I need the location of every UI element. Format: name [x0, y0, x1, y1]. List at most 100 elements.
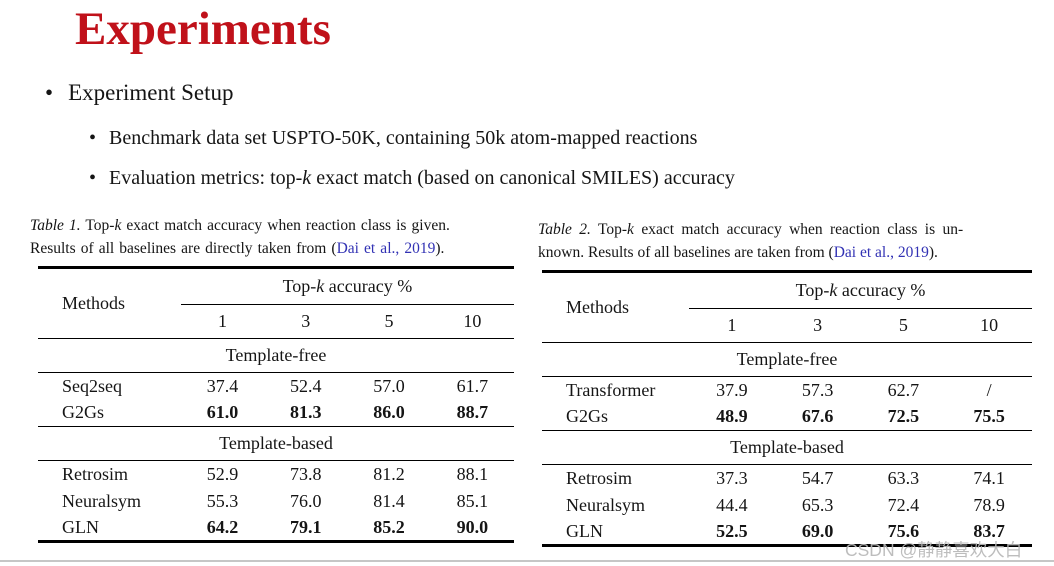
- value-cell: 61.0: [206, 402, 239, 423]
- value-cell: 72.4: [887, 494, 920, 515]
- value-cell: 64.2: [206, 516, 239, 537]
- value-cell: 83.7: [973, 520, 1005, 541]
- table-row: Seq2seq 37.4 52.4 57.0 61.7: [38, 373, 514, 400]
- caption-line: Table 1. Top-k exact match accuracy when…: [30, 217, 450, 234]
- method-name: G2Gs: [62, 402, 105, 423]
- bullet-benchmark: Benchmark data set USPTO-50K, containing…: [89, 127, 697, 150]
- value-cell: 81.2: [373, 463, 405, 484]
- method-name: GLN: [62, 516, 99, 537]
- value-cell: 85.1: [456, 490, 489, 511]
- k-values-row: 1 3 5 10: [38, 305, 514, 339]
- value-cell: 37.9: [716, 379, 748, 400]
- citation-link: Dai et al., 2019: [336, 240, 436, 257]
- section-label: Template-free: [542, 342, 1032, 377]
- value-cell: 63.3: [887, 467, 920, 488]
- value-cell: 78.9: [973, 494, 1005, 515]
- section-label: Template-based: [38, 426, 514, 461]
- col-header-topk: Top-k accuracy %: [689, 271, 1032, 309]
- value-cell: 72.5: [887, 406, 920, 427]
- table2-caption: Table 2. Top-k exact match accuracy when…: [538, 218, 1045, 264]
- bottom-divider: [0, 560, 1054, 562]
- value-cell: 65.3: [801, 494, 834, 515]
- header-row: Methods Top-k accuracy %: [542, 271, 1032, 317]
- table-row: Retrosim 37.3 54.7 63.3 74.1: [542, 465, 1032, 492]
- value-cell: 48.9: [716, 406, 748, 427]
- value-cell: 88.1: [456, 463, 489, 484]
- value-cell: 74.1: [973, 467, 1005, 488]
- table-row: Transformer 37.9 57.3 62.7 /: [542, 377, 1032, 404]
- value-cell: 81.4: [373, 490, 405, 511]
- value-cell: 37.3: [716, 467, 748, 488]
- value-cell: 79.1: [289, 516, 322, 537]
- value-cell: 75.5: [973, 406, 1005, 427]
- value-cell: 52.4: [289, 375, 322, 396]
- value-cell: 69.0: [801, 520, 834, 541]
- value-cell: 62.7: [887, 379, 920, 400]
- method-name: G2Gs: [566, 406, 609, 427]
- caption-line: known. Results of all baselines are take…: [538, 244, 938, 261]
- section-label: Template-free: [38, 338, 514, 373]
- caption-line: Results of all baselines are directly ta…: [30, 240, 445, 257]
- value-cell: 55.3: [206, 490, 239, 511]
- value-cell: 57.0: [373, 375, 405, 396]
- table-row: G2Gs 48.9 67.6 72.5 75.5: [542, 404, 1032, 431]
- value-cell: 90.0: [456, 516, 489, 537]
- col-header-k: 10: [463, 311, 482, 331]
- value-cell: 57.3: [801, 379, 834, 400]
- section-label: Template-based: [542, 430, 1032, 465]
- bullet-metrics: Evaluation metrics: top-k exact match (b…: [89, 167, 735, 190]
- bullet-text: Experiment Setup: [68, 80, 234, 105]
- value-cell: /: [986, 379, 992, 400]
- method-name: Retrosim: [566, 467, 632, 488]
- col-header-k: 1: [727, 315, 737, 335]
- method-name: Seq2seq: [62, 375, 122, 396]
- caption-line: Table 2. Top-k exact match accuracy when…: [538, 221, 964, 238]
- value-cell: 75.6: [887, 520, 920, 541]
- table1-caption: Table 1. Top-k exact match accuracy when…: [30, 214, 532, 260]
- value-cell: 88.7: [456, 402, 489, 423]
- bullet-text: Benchmark data set USPTO-50K, containing…: [109, 127, 698, 149]
- value-cell: 44.4: [716, 494, 748, 515]
- table-row: Neuralsym 55.3 76.0 81.4 85.1: [38, 488, 514, 515]
- section-header-template-based: Template-based: [542, 430, 1032, 465]
- section-header-template-based: Template-based: [38, 426, 514, 461]
- col-header-methods: Methods: [566, 297, 629, 317]
- value-cell: 52.5: [716, 520, 748, 541]
- table-row: GLN 52.5 69.0 75.6 83.7: [542, 519, 1032, 546]
- col-header-k: 3: [813, 315, 823, 335]
- value-cell: 81.3: [289, 402, 322, 423]
- bullet-experiment-setup: Experiment Setup: [45, 80, 234, 106]
- citation-link: Dai et al., 2019: [833, 244, 929, 261]
- value-cell: 37.4: [206, 375, 239, 396]
- col-header-k: 10: [980, 315, 999, 335]
- header-row: Methods Top-k accuracy %: [38, 267, 514, 313]
- value-cell: 86.0: [373, 402, 405, 423]
- col-header-k: 1: [217, 311, 227, 331]
- slide-title: Experiments: [75, 3, 331, 55]
- table-row: Neuralsym 44.4 65.3 72.4 78.9: [542, 492, 1032, 519]
- method-name: Transformer: [566, 379, 656, 400]
- col-header-k: 5: [898, 315, 908, 335]
- col-header-k: 5: [384, 311, 394, 331]
- value-cell: 52.9: [206, 463, 239, 484]
- method-name: Neuralsym: [62, 490, 141, 511]
- method-name: GLN: [566, 520, 603, 541]
- value-cell: 76.0: [289, 490, 322, 511]
- col-header-k: 3: [301, 311, 311, 331]
- col-header-topk: Top-k accuracy %: [180, 267, 514, 305]
- table-row: Retrosim 52.9 73.8 81.2 88.1: [38, 461, 514, 488]
- value-cell: 61.7: [456, 375, 489, 396]
- table-row: GLN 64.2 79.1 85.2 90.0: [38, 515, 514, 542]
- k-values-row: 1 3 5 10: [542, 309, 1032, 343]
- method-name: Retrosim: [62, 463, 128, 484]
- value-cell: 67.6: [801, 406, 834, 427]
- section-header-template-free: Template-free: [38, 338, 514, 373]
- value-cell: 73.8: [289, 463, 322, 484]
- value-cell: 54.7: [801, 467, 834, 488]
- table1: Methods Top-k accuracy % 1 3 5 10 Templa…: [38, 266, 514, 543]
- method-name: Neuralsym: [566, 494, 645, 515]
- section-header-template-free: Template-free: [542, 342, 1032, 377]
- col-header-methods: Methods: [62, 293, 125, 313]
- bullet-text: Evaluation metrics: top-k exact match (b…: [109, 167, 735, 189]
